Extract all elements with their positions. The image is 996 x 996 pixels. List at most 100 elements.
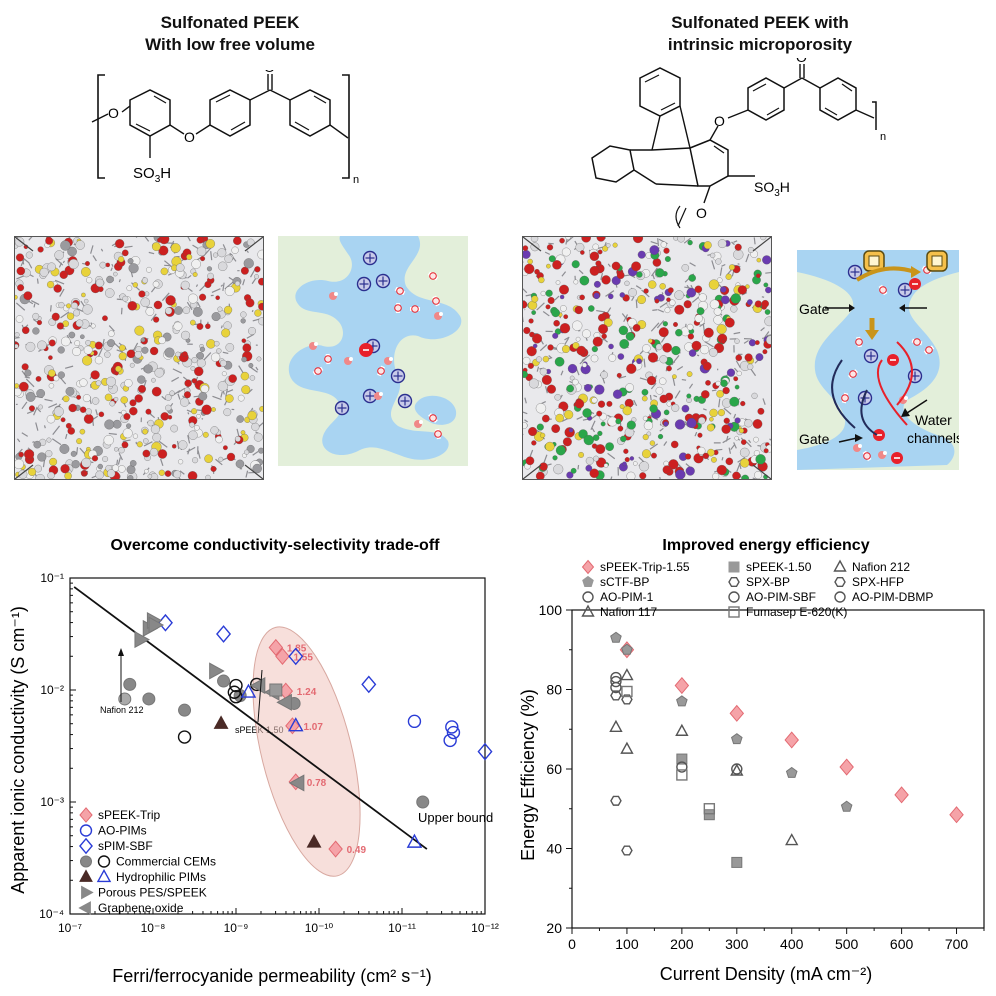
x-tick-label: 100 xyxy=(615,936,639,952)
legend-marker xyxy=(96,868,112,883)
legend-label: AO-PIM-DBMP xyxy=(852,590,933,604)
point-commercial-cems-open- xyxy=(177,730,192,744)
point-nafion-212 xyxy=(118,692,132,706)
point-sctf-bp xyxy=(785,766,798,778)
legend-label: Commercial CEMs xyxy=(116,855,216,869)
cation-icon xyxy=(362,250,378,266)
legend-marker xyxy=(833,559,847,572)
point-speek-trip-1-55 xyxy=(784,731,799,749)
x-tick-label: 200 xyxy=(670,936,694,952)
md-box-speek xyxy=(14,236,264,480)
legend-label: AO-PIM-SBF xyxy=(746,590,816,604)
cation-icon xyxy=(390,368,406,384)
o-lower-right: O xyxy=(696,205,707,221)
cation-icon xyxy=(847,264,863,280)
x-tick-label: 400 xyxy=(780,936,804,952)
point-speek-trip xyxy=(268,638,284,657)
speek-trip-label: 0.78 xyxy=(307,778,327,789)
point-speek-trip-1-55 xyxy=(674,676,690,695)
speek150-arrow xyxy=(257,669,263,723)
legend-label: SPX-HFP xyxy=(852,575,904,589)
legend-marker xyxy=(582,591,594,603)
legend-label: AO-PIM-1 xyxy=(600,590,654,604)
sulfonate-icon xyxy=(394,302,402,314)
y-tick-label: 80 xyxy=(546,682,562,698)
point-ao-pim-dbmp xyxy=(610,675,622,688)
point-speek-1-50 xyxy=(731,856,743,868)
sulfonate-icon xyxy=(324,353,332,365)
point-hydrophilic-pims xyxy=(306,834,322,848)
point-sctf-bp xyxy=(730,733,743,745)
legend-marker xyxy=(80,855,92,868)
legend-label: Porous PES/SPEEK xyxy=(98,886,207,900)
x-tick-label: 10⁻¹¹ xyxy=(388,921,416,935)
x-tick-label: 10⁻¹⁰ xyxy=(305,921,334,935)
sulfonate-icon xyxy=(312,366,324,376)
md-box-spim xyxy=(522,236,772,480)
top-left-title-line1: Sulfonated PEEK xyxy=(160,13,300,32)
point-hydrophilic-pims xyxy=(213,715,229,729)
sulfonate-icon xyxy=(847,369,859,379)
speek-trip-label: 1.55 xyxy=(293,652,313,663)
spim-structure: SO3H O O O n xyxy=(591,58,886,229)
x-tick-label: 700 xyxy=(945,936,969,952)
gate-bottom-label: Gate xyxy=(799,431,830,447)
legend-label: sPEEK-1.50 xyxy=(746,560,812,574)
y-tick-label: 20 xyxy=(546,920,562,936)
legend-marker xyxy=(81,885,94,900)
right-chart-ylabel: Energy Efficiency (%) xyxy=(518,689,538,861)
point-spim-sbf xyxy=(477,742,493,761)
anion-icon xyxy=(909,278,921,290)
right-chart-title: Improved energy efficiency xyxy=(662,537,869,554)
cation-icon xyxy=(334,400,350,416)
legend-label: Hydrophilic PIMs xyxy=(116,870,206,884)
sulfonate-icon xyxy=(394,286,406,296)
point-ao-pims xyxy=(443,733,457,748)
x-tick-label: 10⁻⁹ xyxy=(224,921,249,935)
point-nafion-212 xyxy=(620,668,634,681)
legend-marker xyxy=(834,591,846,603)
water-molecule-icon xyxy=(384,357,393,365)
point-speek-1-50 xyxy=(703,809,715,821)
point-fumasep-e-620-k- xyxy=(621,685,633,698)
legend-label: Nafion 212 xyxy=(852,560,910,574)
point-fumasep-e-620-k- xyxy=(676,769,688,781)
top-left-title-line2: With low free volume xyxy=(145,35,315,54)
legend-marker xyxy=(79,824,93,837)
left-chart-frame xyxy=(69,577,486,915)
n-subscript-left: n xyxy=(353,174,359,186)
sulfonate-icon xyxy=(911,338,923,346)
legend-marker xyxy=(79,869,93,882)
water-molecule-icon xyxy=(309,342,318,350)
sulfonate-icon xyxy=(862,450,872,462)
water-molecule-icon xyxy=(434,312,443,320)
top-left-title: Sulfonated PEEK With low free volume xyxy=(60,12,400,56)
x-tick-label: 0 xyxy=(568,936,576,952)
point-nafion-212 xyxy=(675,723,689,736)
left-chart-ylabel: Apparent ionic conductivity (S cm⁻¹) xyxy=(8,606,28,894)
x-tick-label: 300 xyxy=(725,936,749,952)
point-commercial-cems xyxy=(217,674,231,688)
legend-marker xyxy=(97,855,111,868)
o-left: O xyxy=(108,105,119,121)
point-spim-sbf xyxy=(157,613,173,632)
redox-species-icon xyxy=(863,250,885,272)
point-speek-1-50 xyxy=(269,683,283,697)
x-tick-label: 600 xyxy=(890,936,914,952)
cation-icon xyxy=(356,276,372,292)
n-subscript-right: n xyxy=(880,131,886,143)
legend-marker xyxy=(728,591,740,603)
speek-trip-label: 0.49 xyxy=(347,845,367,856)
left-chart: Overcome conductivity-selectivity trade-… xyxy=(8,537,499,986)
point-spx-bp xyxy=(610,795,622,806)
water-channels-label-2: channels xyxy=(907,430,959,446)
point-spx-bp xyxy=(621,845,633,856)
speek-trip-label: 1.07 xyxy=(303,722,323,733)
legend-marker xyxy=(78,901,91,915)
x-tick-label: 10⁻¹² xyxy=(471,921,499,935)
anion-icon xyxy=(359,343,373,357)
y-tick-label: 10⁻¹ xyxy=(40,571,64,585)
sulfonate-icon xyxy=(427,271,439,281)
water-molecule-icon xyxy=(414,420,423,428)
